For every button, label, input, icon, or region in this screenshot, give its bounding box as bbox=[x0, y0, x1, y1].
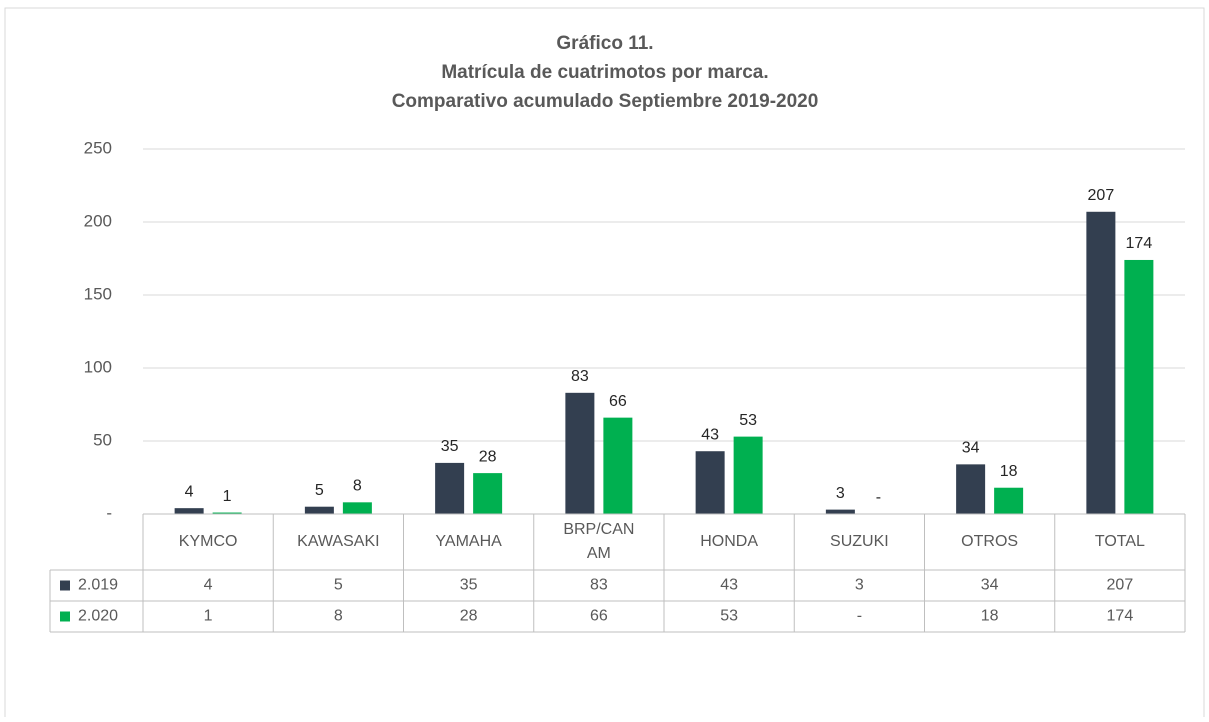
table-cell: - bbox=[857, 608, 862, 625]
legend-key bbox=[60, 580, 70, 591]
data-label: - bbox=[876, 489, 881, 506]
bar bbox=[733, 436, 763, 514]
data-label: 4 bbox=[185, 483, 194, 500]
category-cell: KAWASAKI bbox=[297, 533, 380, 550]
table-cell: 66 bbox=[590, 608, 608, 625]
y-tick-label: 150 bbox=[84, 284, 112, 303]
bar bbox=[1086, 211, 1116, 514]
category-cell: OTROS bbox=[961, 533, 1019, 550]
bar bbox=[1124, 259, 1154, 514]
data-label: 66 bbox=[609, 393, 627, 410]
table-cell: 174 bbox=[1107, 608, 1134, 625]
y-tick-label: - bbox=[106, 503, 112, 522]
bar bbox=[304, 506, 334, 514]
bar bbox=[212, 512, 242, 514]
data-label: 18 bbox=[1000, 463, 1018, 480]
table-cell: 18 bbox=[981, 608, 999, 625]
chart-border bbox=[4, 7, 1205, 722]
table-cell: 207 bbox=[1107, 577, 1134, 594]
legend-label: 2.020 bbox=[78, 608, 118, 625]
category-cell: BRP/CAN AM bbox=[563, 521, 635, 562]
table-cell: 28 bbox=[460, 608, 478, 625]
bar bbox=[342, 502, 372, 514]
x-tick-label: SUZUKI bbox=[830, 533, 889, 550]
y-tick-label: 200 bbox=[84, 211, 112, 230]
y-tick-label: 100 bbox=[84, 357, 112, 376]
data-label: 43 bbox=[701, 426, 719, 443]
chart-title: Gráfico 11. bbox=[556, 33, 653, 54]
table-cell: 53 bbox=[720, 608, 738, 625]
x-tick-label: HONDA bbox=[700, 533, 759, 550]
data-label: 83 bbox=[571, 368, 589, 385]
category-cell: YAMAHA bbox=[435, 533, 502, 550]
table-cell: 35 bbox=[460, 577, 478, 594]
data-label: 53 bbox=[739, 412, 757, 429]
x-tick-label: OTROS bbox=[961, 533, 1019, 550]
x-tick-label: KYMCO bbox=[178, 533, 238, 550]
category-cell: KYMCO bbox=[178, 533, 238, 550]
x-tick-label: TOTAL bbox=[1094, 533, 1145, 550]
category-cell: SUZUKI bbox=[830, 533, 889, 550]
category-cell: TOTAL bbox=[1094, 533, 1145, 550]
chart-subtitle: Matrícula de cuatrimotos por marca. bbox=[441, 62, 768, 83]
bar bbox=[603, 417, 633, 514]
bar bbox=[174, 508, 204, 514]
table-cell: 5 bbox=[334, 577, 343, 594]
category-cell: HONDA bbox=[700, 533, 759, 550]
table-cell: 8 bbox=[334, 608, 343, 625]
bar bbox=[695, 451, 725, 514]
chart-subtitle: Comparativo acumulado Septiembre 2019-20… bbox=[392, 91, 819, 112]
table-cell: 4 bbox=[204, 577, 213, 594]
table-cell: 34 bbox=[981, 577, 999, 594]
table-cell: 3 bbox=[855, 577, 864, 594]
bar bbox=[473, 473, 503, 514]
data-label: 1 bbox=[223, 488, 232, 505]
data-label: 207 bbox=[1088, 187, 1115, 204]
data-label: 5 bbox=[315, 482, 324, 499]
legend-key bbox=[60, 611, 70, 622]
legend-label: 2.019 bbox=[78, 577, 118, 594]
x-tick-label: YAMAHA bbox=[435, 533, 502, 550]
data-label: 35 bbox=[441, 438, 459, 455]
y-tick-label: 250 bbox=[84, 138, 112, 157]
bar bbox=[994, 487, 1024, 514]
table-cell: 1 bbox=[204, 608, 213, 625]
data-label: 28 bbox=[479, 448, 497, 465]
bar bbox=[435, 462, 465, 514]
bar bbox=[825, 509, 855, 514]
data-label: 3 bbox=[836, 485, 845, 502]
x-tick-label: BRP/CAN AM bbox=[563, 521, 635, 562]
bar bbox=[565, 392, 595, 514]
data-label: 8 bbox=[353, 478, 362, 495]
bar bbox=[956, 464, 986, 514]
table-cell: 43 bbox=[720, 577, 738, 594]
table-cell: 83 bbox=[590, 577, 608, 594]
data-label: 34 bbox=[962, 440, 980, 457]
y-tick-label: 50 bbox=[93, 430, 112, 449]
x-tick-label: KAWASAKI bbox=[297, 533, 380, 550]
data-label: 174 bbox=[1126, 235, 1153, 252]
